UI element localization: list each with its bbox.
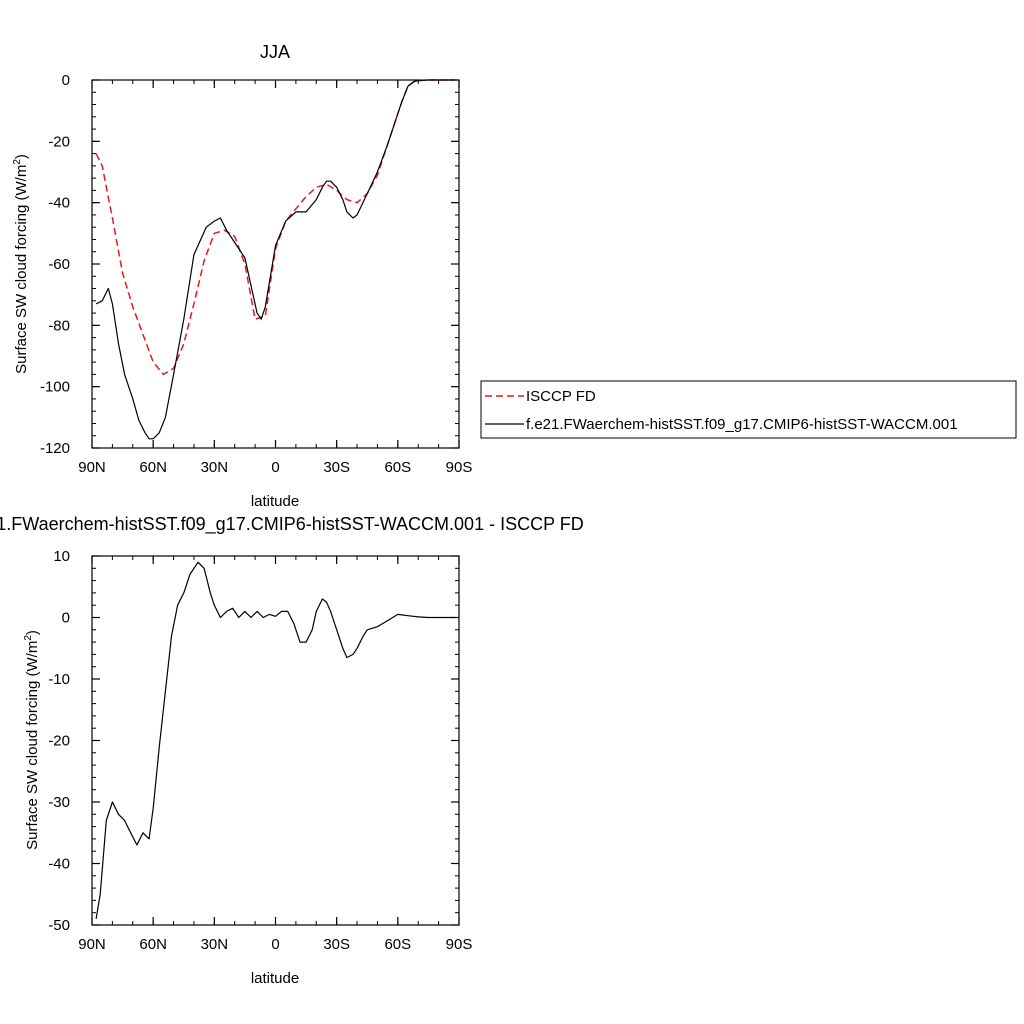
top-series-line-1 — [95, 79, 455, 440]
bottom-chart-xlabel: latitude — [251, 970, 299, 987]
top-y-tick-label: 0 — [62, 72, 70, 89]
bottom-chart-series — [95, 561, 455, 919]
top-x-tick-label: 0 — [271, 459, 279, 476]
top-x-tick-label: 30S — [323, 459, 350, 476]
bottom-y-tick-label: -30 — [48, 794, 70, 811]
top-chart-series — [95, 79, 455, 440]
legend-box — [480, 380, 1017, 439]
bottom-chart-axes: 90N 60N 30N 0 30S 60S 90S -50 -40 -30 -20 -10 0 10 — [48, 548, 472, 953]
top-x-tick-label: 30N — [201, 459, 229, 476]
bottom-plot-frame — [91, 555, 460, 926]
bottom-chart-panel: f.e21.FWaerchem-histSST.f09_g17.CMIP6-hi… — [0, 514, 584, 987]
top-y-tick-label: -80 — [48, 317, 70, 334]
bottom-y-tick-label: -40 — [48, 856, 70, 873]
bottom-chart-ylabel-main: Surface SW cloud forcing (W/m — [24, 641, 41, 850]
bottom-y-tick-label: 0 — [62, 610, 70, 627]
top-chart-xlabel: latitude — [251, 493, 299, 510]
bottom-chart-ylabel-close: ) — [24, 630, 41, 635]
top-x-tick-label: 90S — [446, 459, 473, 476]
bottom-x-tick-label: 60N — [139, 936, 167, 953]
top-chart-axes: 90N 60N 30N 0 30S 60S 90S -120 -100 -80 -60 -40 -20 0 — [40, 72, 472, 476]
top-series-line-0 — [95, 79, 455, 376]
bottom-x-tick-label: 0 — [271, 936, 279, 953]
bottom-series-line-0 — [95, 561, 455, 919]
top-plot-frame — [91, 79, 460, 449]
bottom-chart-ylabel-sup: 2 — [23, 635, 34, 641]
legend-label-isccp: ISCCP FD — [526, 388, 596, 405]
top-x-tick-label: 60S — [384, 459, 411, 476]
top-chart-title: JJA — [260, 42, 290, 62]
top-chart-ylabel-close: ) — [13, 154, 30, 159]
top-y-tick-label: -60 — [48, 256, 70, 273]
top-y-tick-label: -100 — [40, 379, 70, 396]
top-x-tick-label: 90N — [78, 459, 106, 476]
top-chart-ylabel: Surface SW cloud forcing (W/m2) — [12, 154, 30, 374]
bottom-x-tick-label: 30N — [201, 936, 229, 953]
bottom-chart-ylabel: Surface SW cloud forcing (W/m2) — [23, 630, 41, 850]
bottom-y-tick-label: -50 — [48, 917, 70, 934]
bottom-x-tick-label: 90N — [78, 936, 106, 953]
bottom-chart-title: f.e21.FWaerchem-histSST.f09_g17.CMIP6-hi… — [0, 514, 584, 535]
bottom-y-tick-label: -20 — [48, 733, 70, 750]
bottom-x-tick-label: 90S — [446, 936, 473, 953]
top-chart-ylabel-main: Surface SW cloud forcing (W/m — [13, 165, 30, 374]
top-chart-ylabel-sup: 2 — [12, 159, 23, 165]
top-x-tick-label: 60N — [139, 459, 167, 476]
top-y-tick-label: -40 — [48, 195, 70, 212]
top-y-tick-label: -20 — [48, 133, 70, 150]
bottom-x-tick-label: 60S — [384, 936, 411, 953]
bottom-x-tick-label: 30S — [323, 936, 350, 953]
top-chart-panel: JJA Surface SW cloud forcing (W/m2) lati… — [12, 42, 472, 510]
top-chart-legend: ISCCP FD f.e21.FWaerchem-histSST.f09_g17… — [480, 380, 1017, 439]
bottom-y-tick-label: 10 — [53, 548, 70, 565]
top-y-tick-label: -120 — [40, 440, 70, 457]
bottom-y-tick-label: -10 — [48, 671, 70, 688]
legend-label-model: f.e21.FWaerchem-histSST.f09_g17.CMIP6-hi… — [526, 416, 958, 433]
